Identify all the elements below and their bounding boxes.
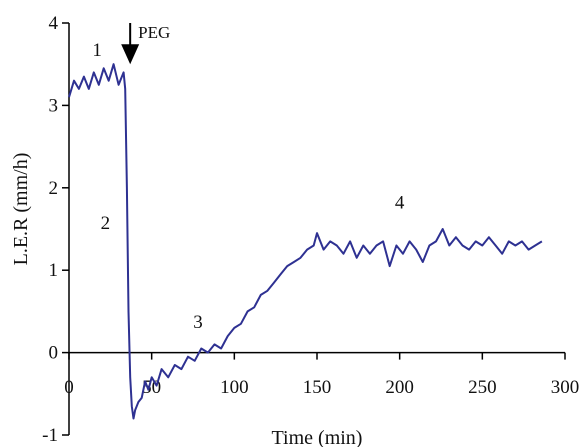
x-tick-label: 300 (551, 377, 580, 398)
series-group (68, 63, 543, 420)
y-tick-label: 3 (49, 95, 59, 116)
y-axis-label: L.E.R (mm/h) (10, 153, 32, 266)
annotations: 1 2 3 4 (92, 40, 405, 333)
phase-label-4: 4 (395, 192, 405, 213)
y-tick-label: 2 (49, 178, 59, 199)
y-ticks: -1 0 1 2 3 4 (42, 13, 69, 446)
x-tick-label: 250 (468, 377, 497, 398)
phase-label-3: 3 (193, 312, 203, 333)
peg-arrow-group: PEG (121, 23, 170, 65)
x-tick-label: 0 (64, 377, 74, 398)
x-tick-label: 50 (142, 377, 161, 398)
phase-label-2: 2 (101, 213, 111, 234)
phase-label-1: 1 (92, 40, 102, 61)
y-tick-label: 0 (49, 343, 59, 364)
peg-label: PEG (138, 23, 170, 42)
x-tick-label: 200 (385, 377, 414, 398)
x-ticks: 0 50 100 150 200 250 300 (64, 352, 580, 398)
y-tick-label: 1 (49, 260, 59, 281)
axes (68, 23, 565, 435)
peg-arrow-head (121, 44, 140, 65)
y-tick-label: -1 (42, 425, 58, 446)
series-line-0 (68, 63, 543, 420)
x-axis-label: Time (min) (272, 427, 363, 447)
x-tick-label: 100 (220, 377, 249, 398)
x-tick-label: 150 (303, 377, 332, 398)
y-tick-label: 4 (49, 13, 59, 34)
